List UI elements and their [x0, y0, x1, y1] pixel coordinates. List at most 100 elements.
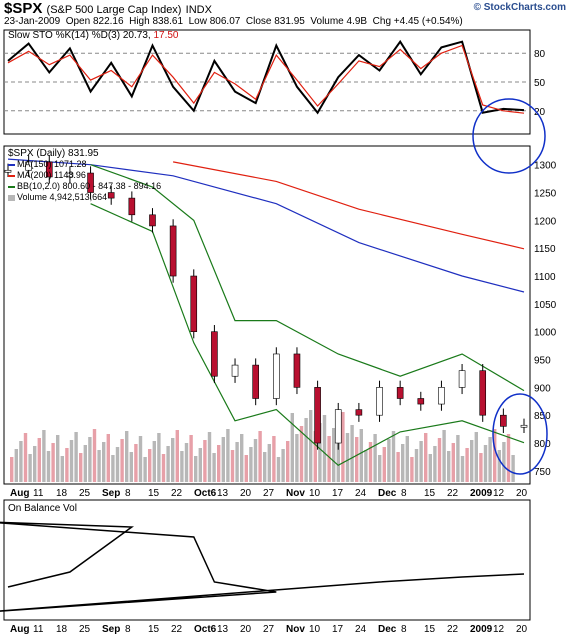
volume-bar [304, 418, 308, 482]
candle-body [334, 409, 342, 444]
x-tick-label: 18 [56, 624, 68, 635]
x-tick-label: 8 [125, 488, 131, 499]
x-tick-label: 27 [263, 624, 275, 635]
index-name: (S&P 500 Large Cap Index) [46, 4, 182, 16]
volume-bar [451, 443, 455, 482]
volume-bar [203, 440, 207, 482]
volume-bar [327, 436, 331, 482]
volume-bar [148, 449, 152, 482]
volume-bar [106, 434, 110, 482]
annotation-ellipse-sto [472, 98, 546, 174]
price-line-bb-10-2-0-lower [90, 203, 525, 467]
volume-bar [382, 447, 386, 482]
volume-bar [442, 430, 446, 482]
sto-line-pct-k [7, 39, 525, 115]
volume-bar [497, 450, 501, 482]
candle-body [45, 161, 53, 178]
volume-bar [244, 455, 248, 482]
candle-body [211, 331, 218, 377]
volume-bar [79, 453, 83, 482]
volume-bar [33, 446, 37, 482]
candle-body [500, 414, 507, 427]
volume-bar [23, 433, 28, 482]
price-frame [3, 145, 531, 485]
volume-bar [83, 445, 87, 482]
volume-bar [198, 448, 202, 482]
x-tick-label: 22 [447, 624, 459, 635]
candle-body [396, 387, 404, 399]
x-tick-label: 17 [332, 488, 344, 499]
volume-bar [511, 455, 515, 482]
volume-bar [391, 431, 396, 482]
volume-bar [373, 434, 377, 482]
volume-bar [396, 452, 400, 482]
chart-title: $SPX (S&P 500 Large Cap Index) INDX [4, 0, 212, 17]
candle-body [190, 275, 198, 332]
candle-body [458, 370, 466, 388]
price-tick-label: 850 [534, 411, 551, 422]
quote-close: Close 831.95 [245, 16, 305, 27]
volume-bar [115, 447, 120, 482]
candle-body [128, 197, 136, 216]
volume-bar [470, 440, 474, 482]
volume-bar [166, 446, 170, 482]
volume-bar [263, 452, 267, 482]
quote-date: 23-Jan-2009 [4, 16, 61, 27]
volume-bar [180, 451, 184, 482]
volume-bar [350, 425, 354, 482]
volume-bar [286, 441, 290, 482]
x-tick-label: Oct6 [194, 488, 217, 499]
x-tick-label: Nov [286, 488, 305, 499]
volume-bar [14, 449, 18, 482]
candle-body [293, 353, 301, 388]
volume-bar [161, 454, 166, 482]
x-tick-label: Aug [10, 624, 29, 635]
x-tick-label: Aug [10, 488, 29, 499]
price-tick-label: 950 [534, 356, 551, 367]
obv-frame [3, 499, 531, 621]
x-tick-label: 15 [148, 488, 160, 499]
price-tick-label: 750 [534, 467, 551, 478]
volume-bar [10, 457, 14, 482]
volume-bar [281, 449, 285, 482]
x-tick-label: 17 [332, 624, 344, 635]
volume-bar [19, 441, 23, 482]
volume-bar [364, 450, 368, 482]
quote-high: High 838.61 [129, 16, 184, 27]
x-tick-label: Sep [102, 624, 120, 635]
x-tick-label: 13 [217, 488, 229, 499]
volume-bar [313, 431, 317, 482]
annotation-ellipse-price [492, 393, 548, 475]
x-tick-label: 8 [125, 624, 131, 635]
x-tick-label: 2009 [470, 488, 493, 499]
x-tick-label: 15 [424, 624, 436, 635]
exchange: INDX [185, 4, 212, 16]
volume-bar [175, 430, 179, 482]
sto-tick-label: 80 [534, 49, 546, 60]
volume-bar [157, 433, 161, 482]
candle-body [417, 398, 425, 405]
x-tick-label: 13 [217, 624, 229, 635]
volume-bar [207, 432, 212, 482]
x-tick-label: 10 [309, 488, 321, 499]
price-tick-label: 1100 [534, 272, 556, 283]
volume-bar [488, 437, 492, 482]
volume-bar [69, 440, 74, 482]
volume-bar [184, 443, 189, 482]
x-tick-label: Sep [102, 488, 120, 499]
candle-body [376, 387, 383, 416]
candle-body [438, 387, 445, 405]
x-tick-label: 25 [79, 624, 91, 635]
volume-bar [405, 436, 409, 482]
volume-bar [171, 438, 175, 482]
symbol: $SPX [4, 0, 43, 17]
volume-bar [51, 443, 55, 482]
volume-bar [138, 436, 143, 482]
x-tick-label: 12 [493, 488, 505, 499]
volume-bar [401, 444, 405, 482]
volume-bar [359, 429, 363, 482]
price-tick-label: 1200 [534, 216, 557, 227]
volume-bar [212, 453, 216, 482]
volume-bar [414, 449, 419, 482]
sto-d-value: 17.50 [153, 30, 179, 41]
